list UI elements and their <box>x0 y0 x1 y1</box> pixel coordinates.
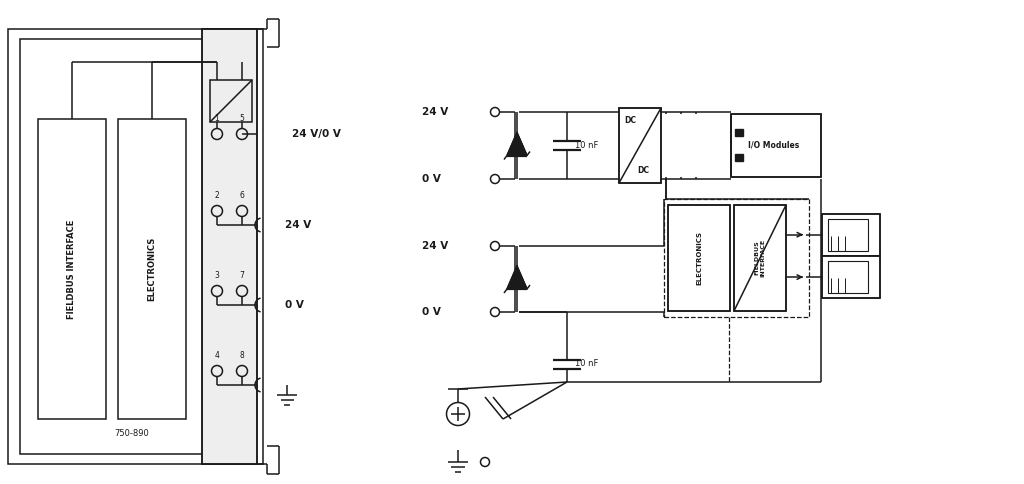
Text: 24 V/0 V: 24 V/0 V <box>292 129 341 139</box>
Text: 10 nF: 10 nF <box>575 360 598 368</box>
Text: 8: 8 <box>240 351 245 360</box>
Text: I/O Modules: I/O Modules <box>749 141 800 150</box>
Text: DC: DC <box>637 166 649 175</box>
Bar <box>735 154 742 161</box>
Bar <box>202 29 257 464</box>
Polygon shape <box>507 266 527 289</box>
Text: 1: 1 <box>215 114 219 123</box>
Bar <box>668 205 730 311</box>
Bar <box>731 114 821 177</box>
Bar <box>822 256 880 298</box>
Bar <box>828 219 868 251</box>
Bar <box>731 114 821 177</box>
Bar <box>618 108 662 183</box>
Text: 0 V: 0 V <box>285 300 304 310</box>
Text: 4: 4 <box>215 351 219 360</box>
Bar <box>664 199 809 317</box>
Bar <box>38 119 106 419</box>
Text: FIELDBUS
INTERFACE: FIELDBUS INTERFACE <box>755 239 766 277</box>
Text: DC: DC <box>624 117 636 125</box>
Bar <box>8 29 263 464</box>
Bar <box>202 29 257 464</box>
Text: 3: 3 <box>215 271 219 280</box>
Text: 5: 5 <box>240 114 245 123</box>
Bar <box>822 213 880 256</box>
Text: 7: 7 <box>240 271 245 280</box>
Text: 6: 6 <box>240 191 245 200</box>
Text: 2: 2 <box>215 191 219 200</box>
Text: 10 nF: 10 nF <box>575 141 598 150</box>
Text: ELECTRONICS: ELECTRONICS <box>696 231 702 285</box>
Text: 0 V: 0 V <box>422 307 441 317</box>
Text: 24 V: 24 V <box>422 107 449 117</box>
Bar <box>735 129 742 136</box>
Text: 24 V: 24 V <box>422 241 449 251</box>
Text: FIELDBUS INTERFACE: FIELDBUS INTERFACE <box>68 219 77 318</box>
Text: 0 V: 0 V <box>422 174 441 184</box>
Bar <box>822 213 880 256</box>
Bar <box>734 205 786 311</box>
Polygon shape <box>507 133 527 155</box>
Text: 750-890: 750-890 <box>115 429 150 439</box>
Bar <box>118 119 186 419</box>
Bar <box>734 205 786 311</box>
Bar <box>822 256 880 298</box>
Bar <box>668 205 730 311</box>
Text: ELECTRONICS: ELECTRONICS <box>147 237 157 301</box>
Text: 24 V: 24 V <box>285 220 311 230</box>
Bar <box>20 39 210 454</box>
Bar <box>210 80 252 122</box>
Bar <box>828 261 868 293</box>
Bar <box>618 108 662 183</box>
